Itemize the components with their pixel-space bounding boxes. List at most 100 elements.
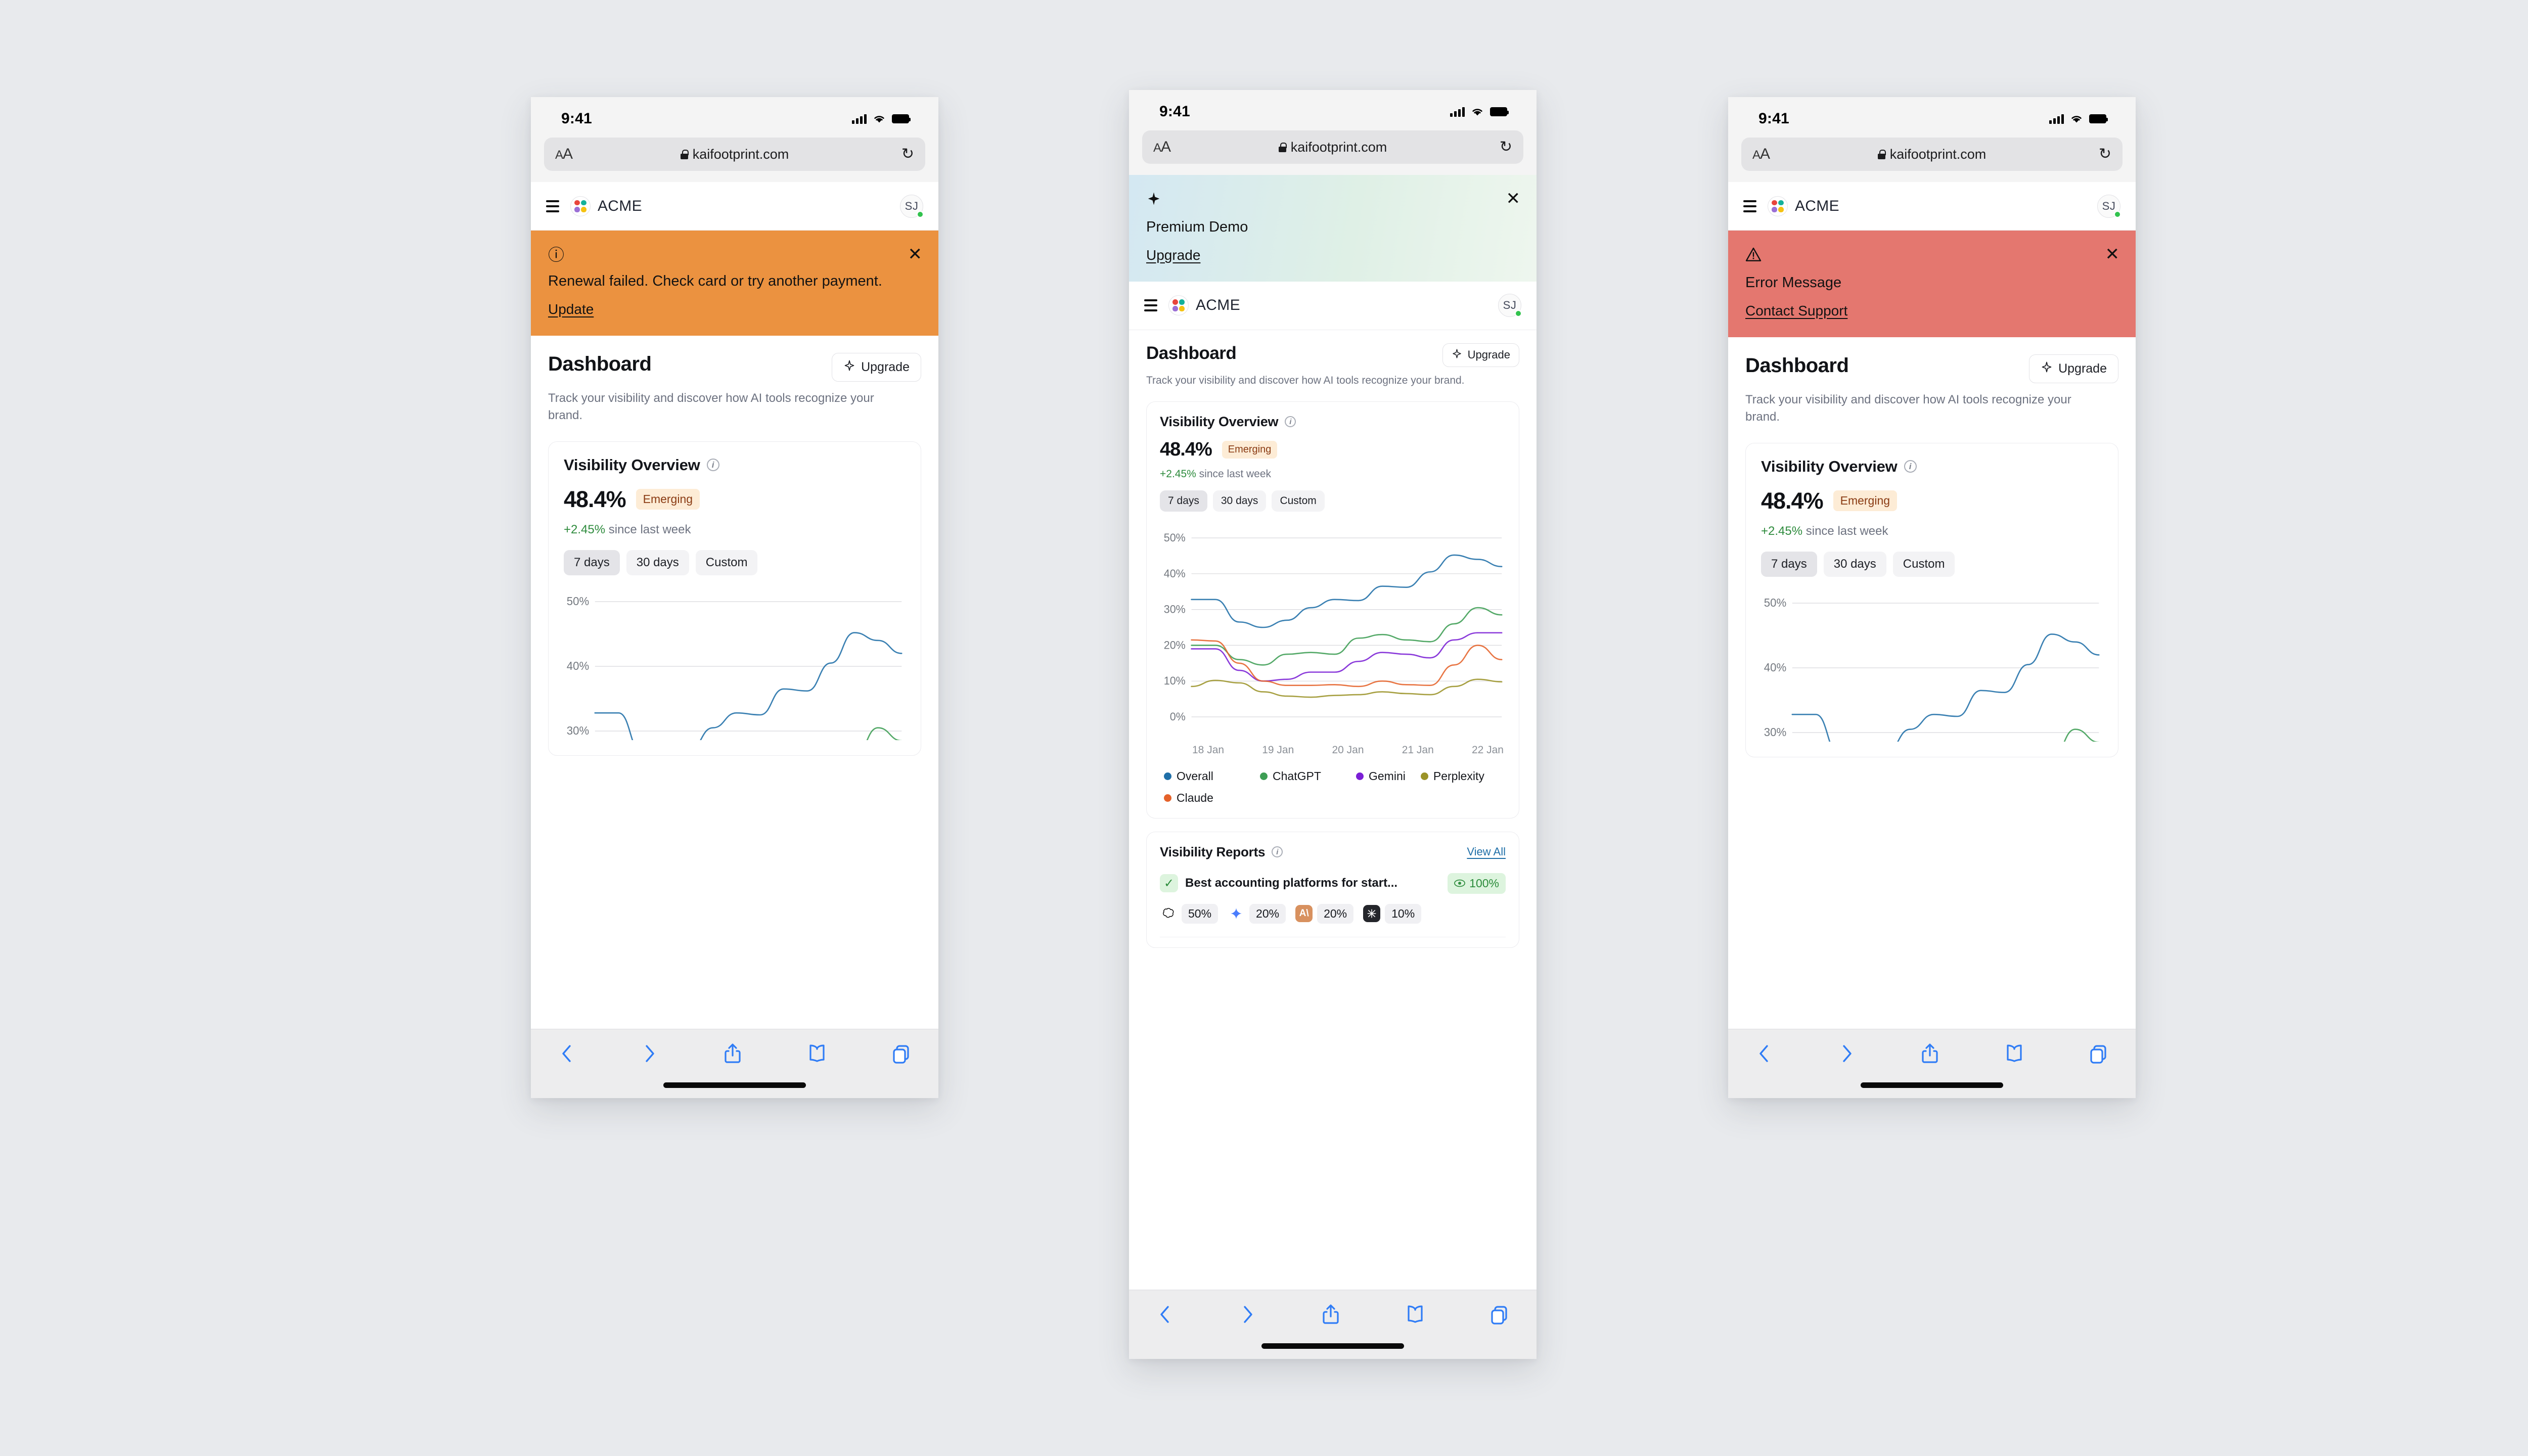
online-status-dot <box>2114 210 2121 218</box>
status-time: 9:41 <box>1758 110 1789 127</box>
text-size-icon[interactable]: AA <box>1153 139 1171 155</box>
home-indicator[interactable] <box>1861 1082 2003 1088</box>
battery-icon <box>892 114 911 123</box>
home-indicator[interactable] <box>663 1082 806 1088</box>
legend-label: Claude <box>1177 791 1213 804</box>
address-bar[interactable]: AA kaifootprint.com ↻ <box>1142 130 1523 164</box>
bookmarks-icon[interactable] <box>807 1043 827 1067</box>
info-icon[interactable]: i <box>1272 846 1283 857</box>
page-subtitle: Track your visibility and discover how A… <box>1146 374 1465 386</box>
delta-suffix: since last week <box>605 522 691 536</box>
reload-icon[interactable]: ↻ <box>901 146 914 162</box>
bookmarks-icon[interactable] <box>1406 1304 1425 1328</box>
model-breakdown-row: 50% 20% A\ 20% 10% <box>1160 903 1506 924</box>
tabs-icon[interactable] <box>1490 1304 1509 1328</box>
report-row[interactable]: ✓ Best accounting platforms for start...… <box>1160 873 1506 894</box>
x-tick: 19 Jan <box>1262 744 1294 756</box>
visibility-value: 48.4% <box>1761 487 1824 514</box>
chart-line-chatgpt <box>1792 729 2099 741</box>
tabs-icon[interactable] <box>2089 1043 2108 1067</box>
back-icon[interactable] <box>1156 1304 1173 1328</box>
update-link[interactable]: Update <box>548 301 594 317</box>
chart-gridlines <box>595 602 901 731</box>
delta-text: +2.45% since last week <box>1160 468 1506 480</box>
contact-support-link[interactable]: Contact Support <box>1745 302 1848 318</box>
bookmarks-icon[interactable] <box>2005 1043 2024 1067</box>
brand-name: ACME <box>1196 297 1240 314</box>
upgrade-button[interactable]: Upgrade <box>832 352 921 382</box>
url-text: kaifootprint.com <box>1889 146 1987 162</box>
share-icon[interactable] <box>724 1042 742 1067</box>
forward-icon[interactable] <box>1838 1043 1856 1067</box>
metric-row: 48.4% Emerging <box>1160 439 1506 461</box>
back-icon[interactable] <box>1755 1043 1773 1067</box>
address-bar[interactable]: AA kaifootprint.com ↻ <box>544 138 925 171</box>
legend-dot <box>1356 772 1364 780</box>
legend-item-gemini: Gemini <box>1356 769 1406 783</box>
info-icon[interactable]: i <box>1285 416 1296 427</box>
close-icon[interactable]: ✕ <box>908 245 923 264</box>
hamburger-icon[interactable] <box>1144 299 1157 312</box>
chart-gridlines <box>1792 603 2099 733</box>
chart-y-labels: 30% 40% 50% <box>567 595 589 737</box>
range-7-days[interactable]: 7 days <box>1160 490 1207 512</box>
view-all-link[interactable]: View All <box>1467 845 1506 858</box>
content-spacer <box>1129 947 1537 1290</box>
safari-chrome-3: 9:41 AA kaifootprint.com ↻ <box>1728 97 2136 182</box>
share-icon[interactable] <box>1322 1303 1340 1328</box>
safari-toolbar-3 <box>1728 1029 2136 1067</box>
upgrade-button[interactable]: Upgrade <box>2029 354 2118 383</box>
delta-text: +2.45% since last week <box>1761 524 2103 538</box>
card-title: Visibility Overview <box>1160 414 1279 429</box>
home-indicator[interactable] <box>1261 1343 1404 1349</box>
range-7-days[interactable]: 7 days <box>1761 551 1817 577</box>
legend-item-overall: Overall <box>1164 769 1245 783</box>
share-icon[interactable] <box>1921 1042 1939 1067</box>
metric-row: 48.4% Emerging <box>1761 488 2103 514</box>
app-header-1: ACME SJ <box>531 182 938 231</box>
avatar[interactable]: SJ <box>900 194 924 218</box>
text-size-icon[interactable]: AA <box>1752 146 1770 162</box>
info-icon[interactable]: i <box>1904 460 1917 473</box>
range-custom[interactable]: Custom <box>695 550 758 575</box>
safari-chrome-2: 9:41 AA kaifootprint.com ↻ <box>1129 90 1537 175</box>
status-icons <box>852 114 911 124</box>
close-icon[interactable]: ✕ <box>2105 245 2120 264</box>
card-header: Visibility Overview i <box>1761 458 2103 476</box>
legend-label: ChatGPT <box>1273 769 1321 783</box>
url-display: kaifootprint.com <box>1142 140 1523 155</box>
visibility-value: 48.4% <box>1160 438 1212 460</box>
range-custom[interactable]: Custom <box>1892 551 1955 577</box>
upgrade-link[interactable]: Upgrade <box>1146 247 1201 263</box>
range-custom[interactable]: Custom <box>1272 490 1325 512</box>
page-title: Dashboard <box>1745 354 1849 377</box>
back-icon[interactable] <box>558 1043 575 1067</box>
delta-text: +2.45% since last week <box>564 523 906 537</box>
openai-icon <box>1160 905 1177 922</box>
tabs-icon[interactable] <box>892 1043 911 1067</box>
phone-mockup-1: 9:41 AA kaifootprint.com ↻ ACME SJ <box>531 97 938 1098</box>
sparkle-icon <box>1146 192 1161 210</box>
forward-icon[interactable] <box>641 1043 658 1067</box>
hamburger-icon[interactable] <box>1743 200 1756 212</box>
card-title: Visibility Reports <box>1160 844 1266 859</box>
avatar[interactable]: SJ <box>1498 294 1522 317</box>
url-text: kaifootprint.com <box>1290 139 1387 155</box>
address-bar[interactable]: AA kaifootprint.com ↻ <box>1741 138 2123 171</box>
hamburger-icon[interactable] <box>546 200 559 212</box>
upgrade-button[interactable]: Upgrade <box>1442 343 1519 367</box>
range-7-days[interactable]: 7 days <box>564 550 620 575</box>
range-30-days[interactable]: 30 days <box>626 550 689 575</box>
range-30-days[interactable]: 30 days <box>1212 490 1267 512</box>
forward-icon[interactable] <box>1239 1304 1256 1328</box>
avatar[interactable]: SJ <box>2097 194 2121 218</box>
page-subtitle: Track your visibility and discover how A… <box>1745 392 2071 424</box>
range-30-days[interactable]: 30 days <box>1823 551 1886 577</box>
text-size-icon[interactable]: AA <box>555 146 573 162</box>
reload-icon[interactable]: ↻ <box>1499 139 1512 155</box>
close-icon[interactable]: ✕ <box>1506 189 1521 208</box>
info-icon[interactable]: i <box>706 459 719 472</box>
acme-logo-icon <box>570 196 591 216</box>
range-selector: 7 days 30 days Custom <box>564 550 906 575</box>
reload-icon[interactable]: ↻ <box>2098 146 2111 162</box>
